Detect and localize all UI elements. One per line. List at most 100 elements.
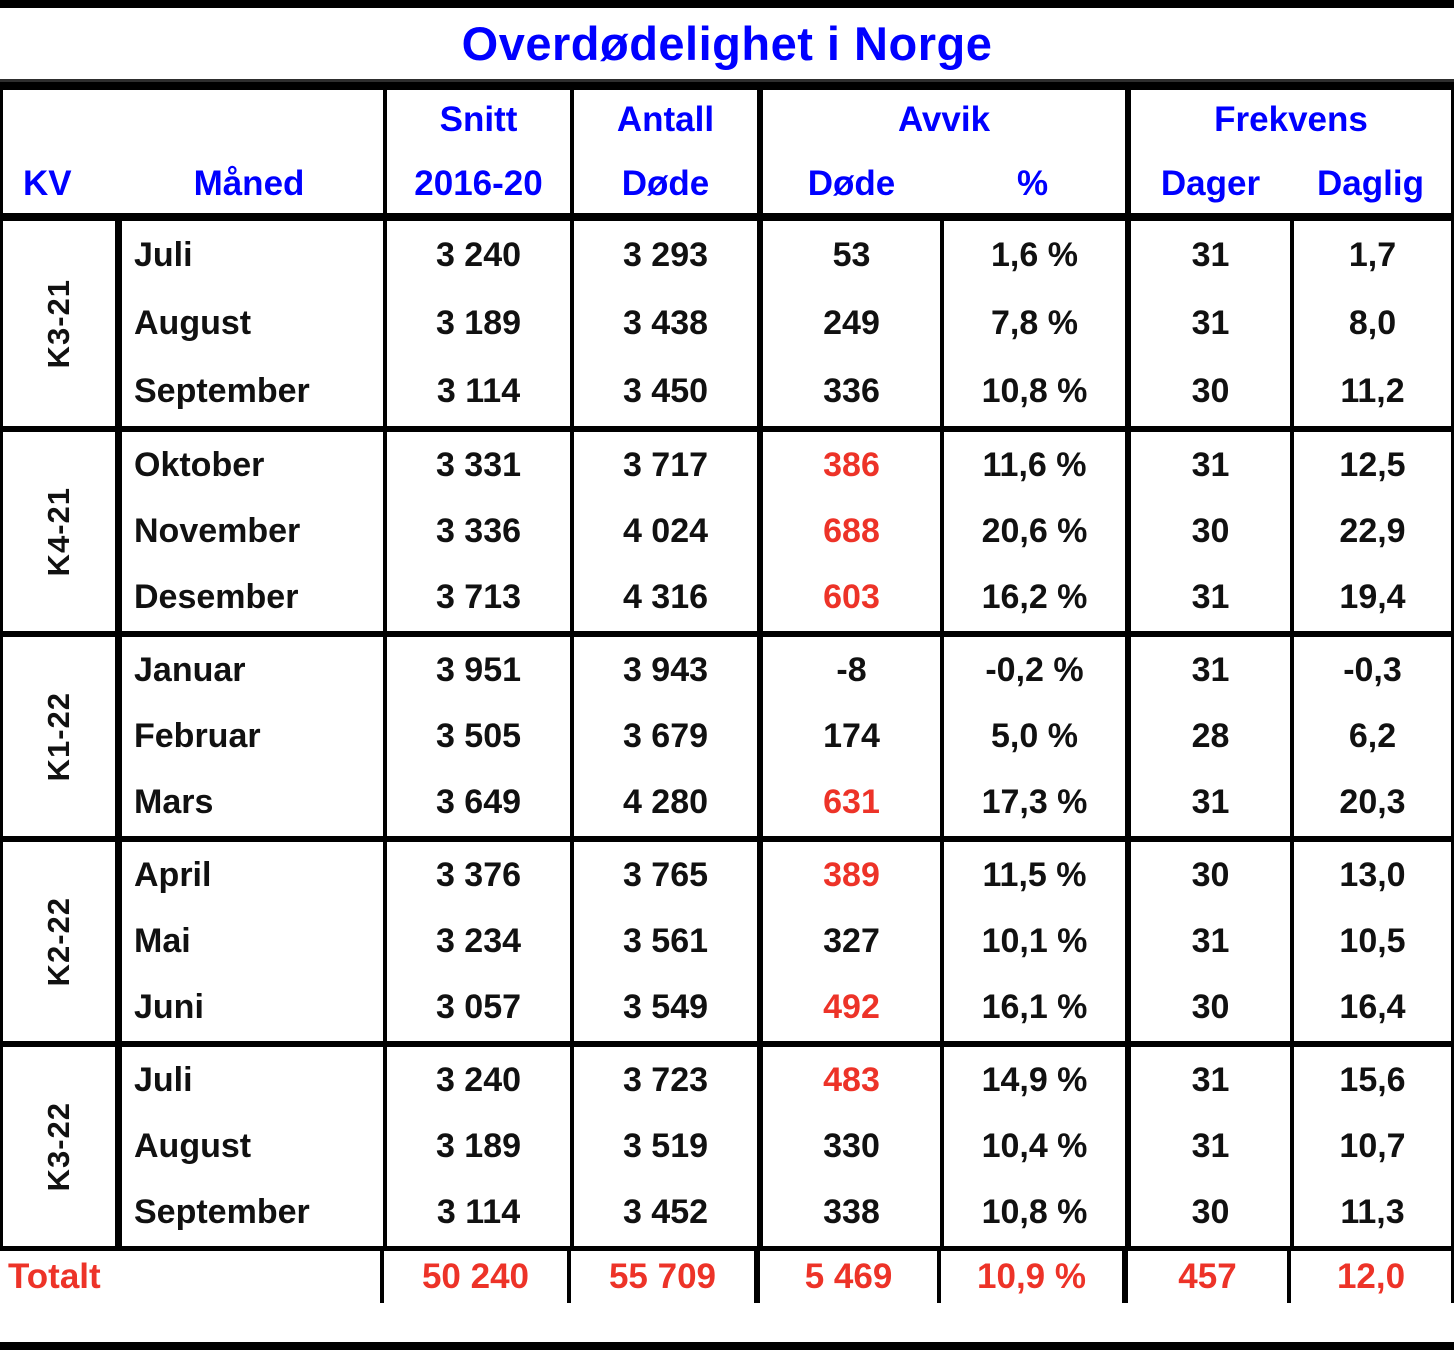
cell-dager: 31 bbox=[1125, 221, 1290, 290]
cell-avvik-pct: 20,6 % bbox=[940, 498, 1125, 565]
cell-month: September bbox=[115, 357, 383, 426]
cell-avvik-dode: 249 bbox=[757, 289, 940, 358]
cell-antall: 3 765 bbox=[570, 842, 757, 909]
cell-snitt: 3 189 bbox=[383, 1113, 570, 1180]
cell-month: Juli bbox=[115, 1047, 383, 1114]
cell-month: August bbox=[115, 1113, 383, 1180]
cell-daglig: 20,3 bbox=[1290, 769, 1451, 836]
header-daglig: Daglig bbox=[1317, 164, 1424, 203]
total-avvik-pct: 10,9 % bbox=[937, 1251, 1122, 1303]
cell-avvik-pct: 10,8 % bbox=[940, 1179, 1125, 1246]
cell-daglig: 11,3 bbox=[1290, 1179, 1451, 1246]
cell-daglig: 15,6 bbox=[1290, 1047, 1451, 1114]
cell-antall: 3 943 bbox=[570, 637, 757, 704]
cell-dager: 31 bbox=[1125, 769, 1290, 836]
total-row: Totalt 50 240 55 709 5 469 10,9 % 457 12… bbox=[0, 1246, 1454, 1303]
total-snitt: 50 240 bbox=[380, 1251, 567, 1303]
cell-dager: 30 bbox=[1125, 974, 1290, 1041]
total-avvik-dode: 5 469 bbox=[754, 1251, 937, 1303]
cell-month: August bbox=[115, 289, 383, 358]
cell-antall: 3 519 bbox=[570, 1113, 757, 1180]
cell-month: Juni bbox=[115, 974, 383, 1041]
cell-avvik-pct: 11,5 % bbox=[940, 842, 1125, 909]
total-antall: 55 709 bbox=[567, 1251, 754, 1303]
cell-month: April bbox=[115, 842, 383, 909]
cell-month: Juli bbox=[115, 221, 383, 290]
header-snitt: Snitt bbox=[383, 90, 570, 150]
cell-dager: 31 bbox=[1125, 289, 1290, 358]
cell-daglig: 10,5 bbox=[1290, 908, 1451, 975]
quarter-label-cell: K3-22 bbox=[3, 1047, 115, 1246]
cell-avvik-dode: 338 bbox=[757, 1179, 940, 1246]
cell-antall: 4 316 bbox=[570, 564, 757, 631]
cell-dager: 31 bbox=[1125, 1113, 1290, 1180]
cell-month: Desember bbox=[115, 564, 383, 631]
total-label: Totalt bbox=[8, 1257, 101, 1296]
cell-avvik-pct: 17,3 % bbox=[940, 769, 1125, 836]
cell-daglig: 1,7 bbox=[1290, 221, 1451, 290]
header-dager: Dager bbox=[1125, 150, 1290, 218]
cell-avvik-pct: 16,1 % bbox=[940, 974, 1125, 1041]
quarter-label: K3-22 bbox=[41, 1101, 76, 1192]
cell-dager: 31 bbox=[1125, 564, 1290, 631]
cell-avvik-dode: 483 bbox=[757, 1047, 940, 1114]
cell-avvik-dode: 492 bbox=[757, 974, 940, 1041]
header-snitt-years: 2016-20 bbox=[383, 150, 570, 218]
cell-snitt: 3 114 bbox=[383, 1179, 570, 1246]
quarter-label-cell: K3-21 bbox=[3, 221, 115, 426]
cell-month: Januar bbox=[115, 637, 383, 704]
cell-avvik-dode: 688 bbox=[757, 498, 940, 565]
cell-avvik-dode: 631 bbox=[757, 769, 940, 836]
cell-dager: 30 bbox=[1125, 357, 1290, 426]
cell-month: Mai bbox=[115, 908, 383, 975]
cell-antall: 3 679 bbox=[570, 703, 757, 770]
cell-avvik-dode: 336 bbox=[757, 357, 940, 426]
cell-dager: 30 bbox=[1125, 1179, 1290, 1246]
cell-daglig: 13,0 bbox=[1290, 842, 1451, 909]
cell-snitt: 3 649 bbox=[383, 769, 570, 836]
cell-snitt: 3 240 bbox=[383, 1047, 570, 1114]
quarter-block-k3-22: K3-22 Juli 3 240 3 723 483 14,9 % 31 15,… bbox=[3, 1041, 1451, 1246]
cell-antall: 3 438 bbox=[570, 289, 757, 358]
total-dager: 457 bbox=[1122, 1251, 1287, 1303]
quarter-block-k1-22: K1-22 Januar 3 951 3 943 -8 -0,2 % 31 -0… bbox=[3, 631, 1451, 836]
cell-avvik-pct: -0,2 % bbox=[940, 637, 1125, 704]
header-kv: KV bbox=[23, 164, 72, 203]
cell-daglig: 6,2 bbox=[1290, 703, 1451, 770]
header-avvik-dode: Døde bbox=[757, 150, 940, 218]
header-frekvens-group: Frekvens bbox=[1125, 90, 1451, 150]
cell-snitt: 3 713 bbox=[383, 564, 570, 631]
cell-dager: 31 bbox=[1125, 637, 1290, 704]
page-title: Overdødelighet i Norge bbox=[0, 8, 1454, 82]
cell-avvik-pct: 11,6 % bbox=[940, 432, 1125, 499]
cell-avvik-dode: 330 bbox=[757, 1113, 940, 1180]
quarter-block-k3-21: K3-21 Juli 3 240 3 293 53 1,6 % 31 1,7 A… bbox=[3, 221, 1451, 426]
cell-snitt: 3 240 bbox=[383, 221, 570, 290]
cell-avvik-dode: 53 bbox=[757, 221, 940, 290]
cell-avvik-dode: -8 bbox=[757, 637, 940, 704]
quarter-label: K4-21 bbox=[41, 486, 76, 577]
quarter-block-k4-21: K4-21 Oktober 3 331 3 717 386 11,6 % 31 … bbox=[3, 426, 1451, 631]
cell-antall: 3 549 bbox=[570, 974, 757, 1041]
cell-avvik-dode: 174 bbox=[757, 703, 940, 770]
cell-antall: 3 717 bbox=[570, 432, 757, 499]
cell-month: September bbox=[115, 1179, 383, 1246]
cell-dager: 31 bbox=[1125, 432, 1290, 499]
cell-daglig: 8,0 bbox=[1290, 289, 1451, 358]
cell-daglig: 12,5 bbox=[1290, 432, 1451, 499]
total-daglig: 12,0 bbox=[1287, 1251, 1451, 1303]
cell-avvik-pct: 10,4 % bbox=[940, 1113, 1125, 1180]
cell-snitt: 3 057 bbox=[383, 974, 570, 1041]
cell-antall: 3 293 bbox=[570, 221, 757, 290]
cell-daglig: -0,3 bbox=[1290, 637, 1451, 704]
quarter-label: K3-21 bbox=[41, 278, 76, 369]
quarter-label-cell: K4-21 bbox=[3, 432, 115, 631]
cell-snitt: 3 336 bbox=[383, 498, 570, 565]
cell-month: Mars bbox=[115, 769, 383, 836]
cell-snitt: 3 376 bbox=[383, 842, 570, 909]
header-antall-dode: Døde bbox=[570, 150, 757, 218]
cell-avvik-dode: 389 bbox=[757, 842, 940, 909]
quarter-label: K2-22 bbox=[41, 896, 76, 987]
header-antall: Antall bbox=[570, 90, 757, 150]
